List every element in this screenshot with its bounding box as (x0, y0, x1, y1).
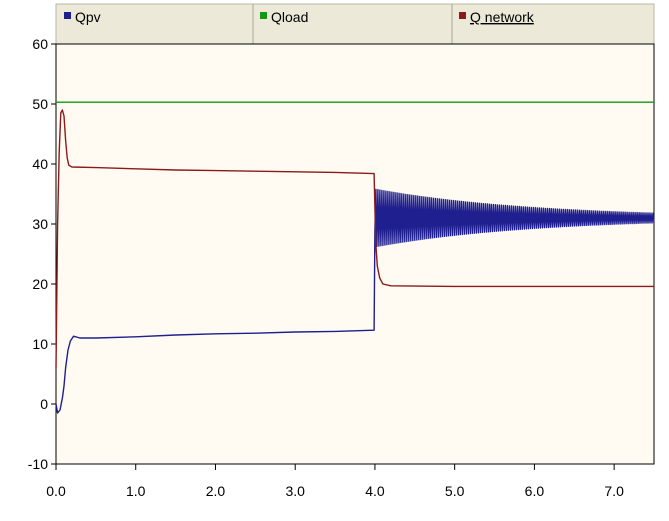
legend-label: Qload (271, 9, 308, 25)
x-tick-label: 0.0 (46, 483, 66, 499)
y-tick-label: 20 (32, 276, 48, 292)
legend-swatch (459, 12, 466, 19)
x-tick-label: 4.0 (365, 483, 385, 499)
y-tick-label: 60 (32, 36, 48, 52)
series-line-qpv (55, 188, 655, 414)
legend-entry-qnetwork[interactable]: Q network (459, 9, 535, 25)
x-axis: 0.0 1.0 2.0 3.0 4.0 5.0 6.0 7.0 (46, 464, 624, 499)
legend-background (55, 3, 655, 45)
series-layer (55, 101, 655, 414)
y-tick-label: 0 (40, 396, 48, 412)
series-line-q-network (55, 109, 654, 369)
y-tick-label: 10 (32, 336, 48, 352)
x-tick-label: 7.0 (604, 483, 624, 499)
y-axis: -10 0 10 20 30 40 50 60 (28, 36, 56, 472)
plot-area (55, 43, 655, 465)
x-tick-label: 6.0 (525, 483, 545, 499)
y-tick-label: 50 (32, 96, 48, 112)
legend-bar: Qpv Qload Q network (55, 3, 655, 45)
legend-label: Qpv (75, 9, 101, 25)
x-tick-label: 5.0 (445, 483, 465, 499)
legend-swatch (260, 12, 267, 19)
x-tick-label: 1.0 (126, 483, 146, 499)
x-tick-label: 3.0 (285, 483, 305, 499)
legend-swatch (64, 12, 71, 19)
y-tick-label: -10 (28, 456, 48, 472)
y-tick-label: 40 (32, 156, 48, 172)
y-tick-label: 30 (32, 216, 48, 232)
legend-entry-qload[interactable]: Qload (260, 9, 308, 25)
legend-entry-qpv[interactable]: Qpv (64, 9, 101, 25)
x-tick-label: 2.0 (206, 483, 226, 499)
legend-label: Q network (470, 9, 535, 25)
